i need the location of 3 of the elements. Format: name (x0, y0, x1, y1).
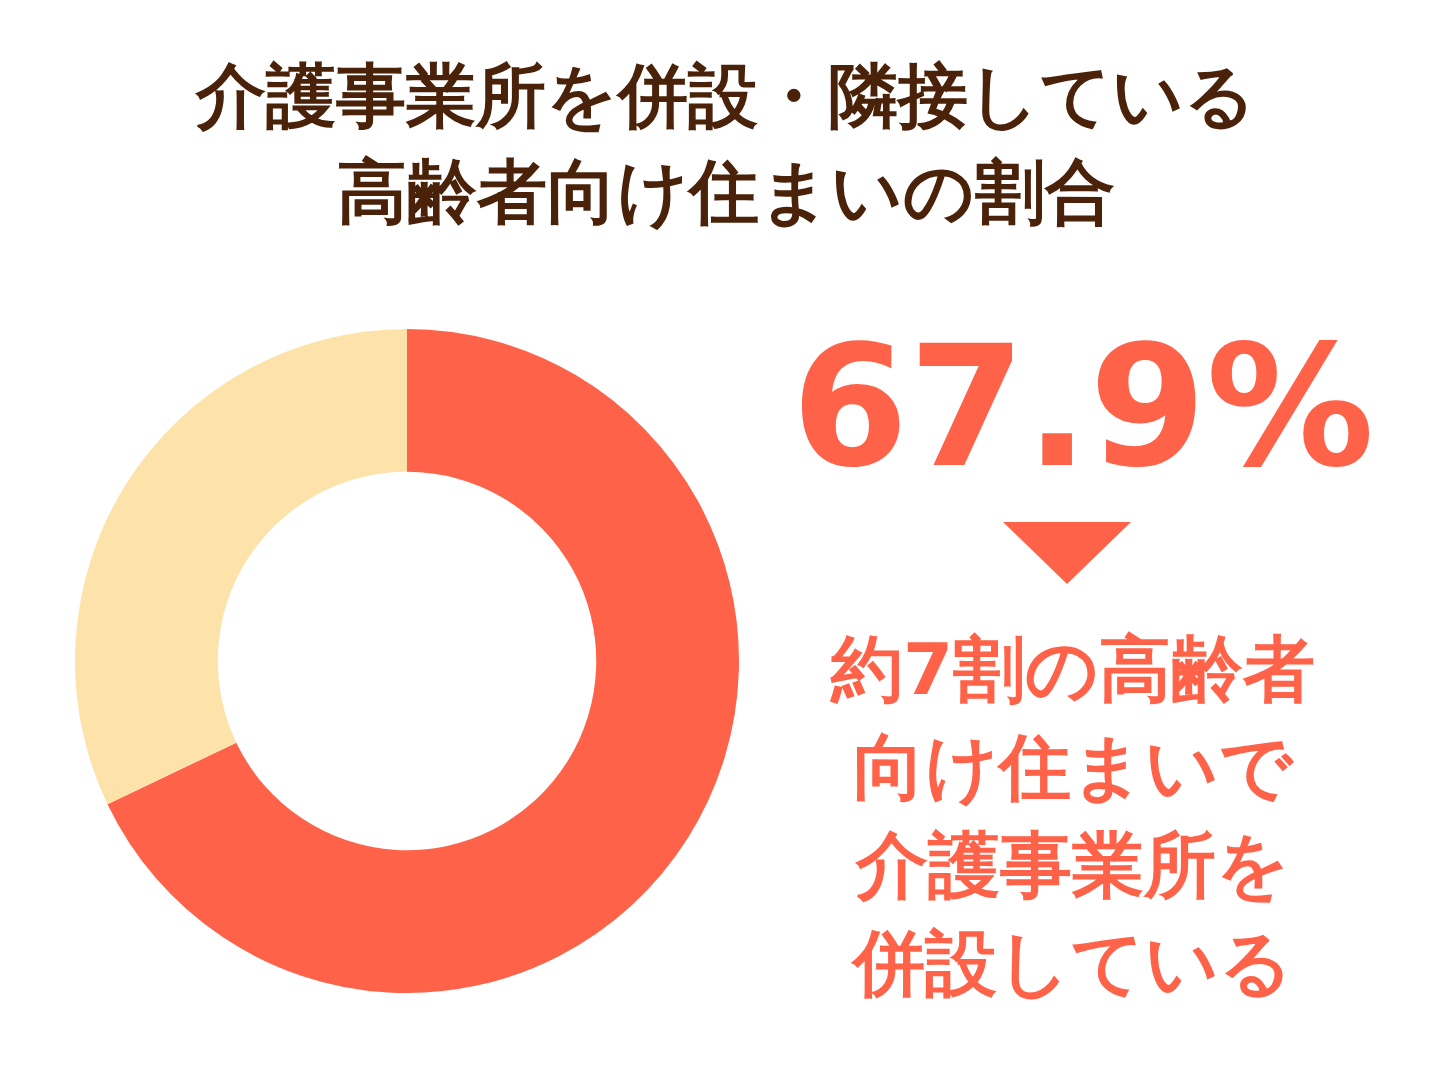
data-label: 67.9% (791, 309, 1375, 505)
text: 約7割の高齢者向け住まいで介護事業所を併設している (830, 626, 1316, 1007)
chart-title: 介護事業所を併設・隣接している高齢者向け住まいの割合 (194, 54, 1257, 235)
